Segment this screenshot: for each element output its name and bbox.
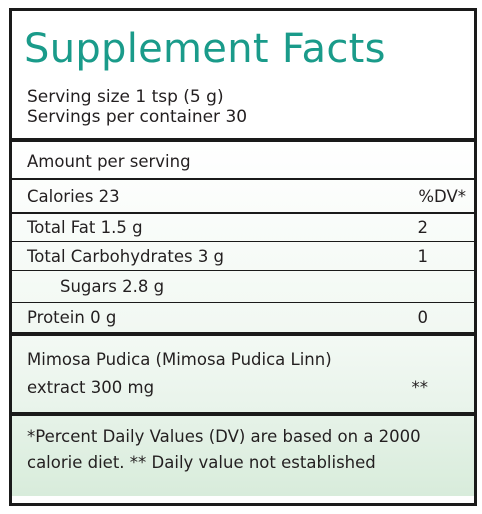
ingredient-amount: extract 300 mg <box>27 378 155 397</box>
divider <box>12 212 474 214</box>
ingredient-name: Mimosa Pudica (Mimosa Pudica Linn) <box>27 350 332 369</box>
amount-per-serving-label: Amount per serving <box>27 151 191 171</box>
nutrient-label: Sugars 2.8 g <box>60 277 165 296</box>
nutrient-row-total-carbohydrates: Total Carbohydrates 3 g 1 <box>12 242 474 270</box>
amount-per-serving-row: Amount per serving <box>12 142 474 178</box>
nutrient-section: Amount per serving Calories 23 %DV* Tota… <box>12 142 474 332</box>
nutrient-row-total-fat: Total Fat 1.5 g 2 <box>12 214 474 241</box>
footnote-line: calorie diet. ** Daily value not establi… <box>27 453 376 472</box>
footnote: *Percent Daily Values (DV) are based on … <box>12 416 474 496</box>
footnote-line: *Percent Daily Values (DV) are based on … <box>27 427 421 446</box>
panel-header: Supplement Facts Serving size 1 tsp (5 g… <box>12 11 474 138</box>
thick-divider <box>12 332 474 336</box>
dv-header: %DV* <box>418 186 466 206</box>
divider <box>12 241 474 242</box>
nutrient-row-protein: Protein 0 g 0 <box>12 303 474 332</box>
calories-label: Calories 23 <box>27 186 120 206</box>
divider <box>12 178 474 180</box>
nutrient-dv: 0 <box>417 308 429 327</box>
nutrient-label: Total Fat 1.5 g <box>27 218 143 237</box>
ingredient-dv: ** <box>411 378 429 397</box>
divider <box>12 270 474 271</box>
servings-per-container: Servings per container 30 <box>27 107 248 127</box>
panel-title: Supplement Facts <box>24 26 386 72</box>
nutrient-label: Total Carbohydrates 3 g <box>27 246 225 266</box>
supplement-facts-panel: Supplement Facts Serving size 1 tsp (5 g… <box>9 8 477 506</box>
nutrient-dv: 1 <box>417 246 429 266</box>
thick-divider <box>12 138 474 142</box>
divider <box>12 302 474 303</box>
thick-divider <box>12 412 474 416</box>
ingredient-row-mimosa: Mimosa Pudica (Mimosa Pudica Linn) extra… <box>12 336 474 412</box>
nutrient-dv: 2 <box>417 218 429 237</box>
nutrient-label: Protein 0 g <box>27 308 117 327</box>
serving-size: Serving size 1 tsp (5 g) <box>27 87 224 107</box>
calories-row: Calories 23 %DV* <box>12 180 474 212</box>
nutrient-row-sugars: Sugars 2.8 g <box>12 271 474 302</box>
